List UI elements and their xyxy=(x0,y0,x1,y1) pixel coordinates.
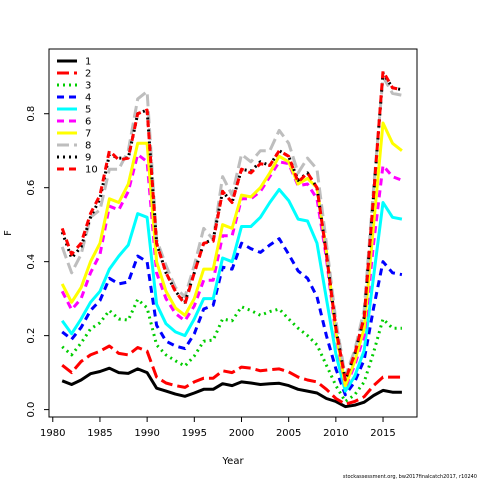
legend-label-7: 7 xyxy=(85,129,91,140)
legend-label-8: 8 xyxy=(85,141,91,152)
series-5-line xyxy=(60,188,403,393)
series-4-line xyxy=(61,237,403,397)
x-tick-label: 2010 xyxy=(323,428,348,439)
series-3-line xyxy=(61,297,402,403)
x-tick-label: 2015 xyxy=(370,428,395,439)
x-tick-label: 2000 xyxy=(229,428,254,439)
y-axis: 0.0 0.2 0.4 0.6 0.8 xyxy=(26,106,49,418)
legend-label-1: 1 xyxy=(85,57,91,68)
series-2-line xyxy=(61,344,402,406)
x-tick-label: 1985 xyxy=(87,428,112,439)
series-layer xyxy=(60,69,403,409)
x-tick-label: 2005 xyxy=(276,428,301,439)
series-1-line xyxy=(61,366,402,409)
x-tick-label: 1995 xyxy=(182,428,207,439)
y-tick-label: 0.0 xyxy=(26,402,37,418)
x-axis: 1980 1985 1990 1995 2000 2005 2010 2015 xyxy=(40,417,396,439)
series-10-line xyxy=(60,69,403,382)
legend-label-6: 6 xyxy=(85,117,91,128)
legend-label-3: 3 xyxy=(85,81,91,92)
y-tick-label: 0.6 xyxy=(26,180,37,196)
y-tick-label: 0.8 xyxy=(26,106,37,122)
footnote: stockassessment.org, bw2017finalcatch201… xyxy=(343,474,477,480)
x-tick-label: 1980 xyxy=(40,428,65,439)
legend-label-2: 2 xyxy=(85,69,91,80)
legend-label-5: 5 xyxy=(85,105,91,116)
y-tick-label: 0.2 xyxy=(26,328,37,344)
x-axis-title: Year xyxy=(221,456,244,467)
y-tick-label: 0.4 xyxy=(26,254,37,270)
y-axis-title: F xyxy=(3,230,14,236)
legend-label-9: 9 xyxy=(85,153,91,164)
series-7-line xyxy=(60,121,403,388)
legend-label-4: 4 xyxy=(85,93,91,104)
legend-label-10: 10 xyxy=(85,165,98,176)
plot-frame xyxy=(48,48,418,418)
x-tick-label: 1990 xyxy=(134,428,159,439)
